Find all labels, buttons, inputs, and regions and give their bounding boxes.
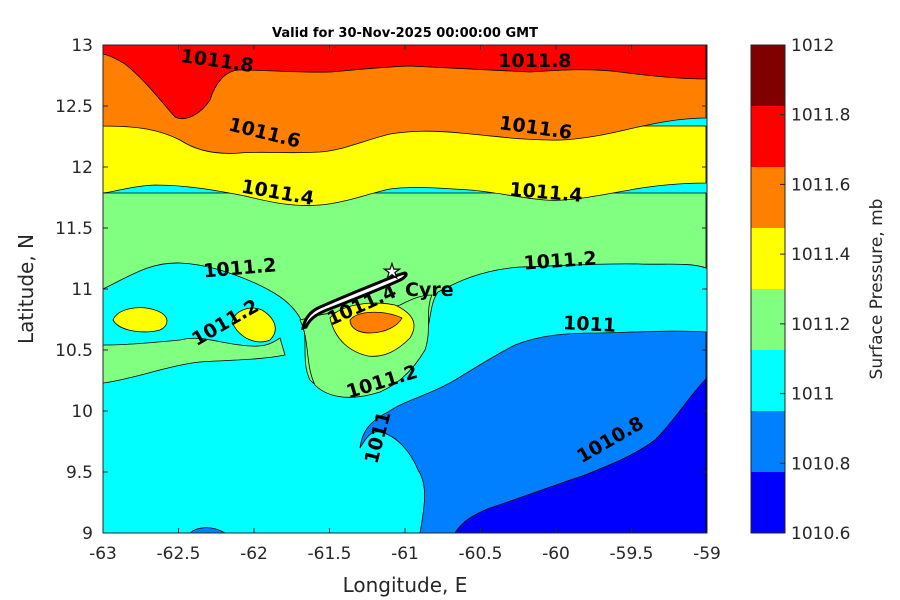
- band-orange-island: [349, 311, 403, 334]
- y-tick-label: 9: [82, 524, 93, 544]
- colorbar-tick-label: 1011.2: [791, 315, 850, 335]
- island-outline: [301, 271, 408, 331]
- colorbar-frame: [750, 44, 786, 534]
- band-1010-6-blue: [454, 378, 707, 533]
- colorbar-tick-label: 1011.6: [791, 175, 850, 195]
- x-axis-ticks: -63 -62.5 -62 -61.5 -61 -60.5 -60 -59.5 -59: [89, 45, 721, 564]
- colorbar-swatch: [751, 350, 785, 411]
- colorbar-tick-label: 1012: [791, 36, 834, 56]
- band-yellow-pocket-west: [112, 307, 168, 333]
- x-tick-label: -62: [240, 544, 268, 564]
- y-tick-label: 10: [71, 402, 93, 422]
- x-tick-label: -59: [693, 544, 721, 564]
- band-yellow-pocket-mid: [231, 307, 276, 343]
- y-axis-label: Latitude, N: [14, 234, 38, 344]
- x-tick-label: -59.5: [610, 544, 654, 564]
- x-tick-label: -62.5: [157, 544, 201, 564]
- colorbar-label: Surface Pressure, mb: [867, 199, 887, 380]
- y-axis-ticks: 13 12.5 12 11.5 11 10.5 10 9.5 9: [55, 36, 707, 544]
- x-tick-label: -61: [391, 544, 419, 564]
- location-name: Cyre: [405, 279, 454, 301]
- colorbar-tick-label: 1011: [791, 385, 834, 405]
- y-tick-label: 13: [71, 36, 93, 56]
- colorbar-tick-label: 1010.8: [791, 454, 850, 474]
- x-axis-label: Longitude, E: [343, 573, 468, 597]
- colorbar-swatch: [751, 45, 785, 106]
- colorbar: 1012 1011.8 1011.6 1011.4 1011.2 1011 1010.8 10…: [750, 36, 850, 544]
- band-green-pocket-west: [103, 337, 286, 384]
- x-tick-label: -60.5: [459, 544, 503, 564]
- y-tick-label: 12.5: [55, 97, 93, 117]
- colorbar-swatch: [751, 106, 785, 167]
- x-tick-label: -63: [89, 544, 117, 564]
- x-tick-label: -61.5: [308, 544, 352, 564]
- location-star-icon: ★: [383, 259, 401, 283]
- colorbar-tick-label: 1010.6: [791, 524, 850, 544]
- y-tick-label: 11: [71, 280, 93, 300]
- contour-label: 1011: [563, 312, 617, 337]
- colorbar-swatch: [751, 289, 785, 350]
- colorbar-tick-label: 1011.4: [791, 245, 850, 265]
- band-1011-6-orange: [103, 45, 707, 154]
- plot-area: [103, 45, 707, 533]
- y-tick-label: 10.5: [55, 341, 93, 361]
- y-tick-label: 9.5: [66, 463, 93, 483]
- colorbar-tick-label: 1011.8: [791, 106, 850, 126]
- band-1011-8-red: [103, 45, 707, 119]
- y-tick-label: 12: [71, 158, 93, 178]
- x-tick-label: -60: [542, 544, 570, 564]
- colorbar-swatch: [751, 167, 785, 228]
- chart-title: Valid for 30-Nov-2025 00:00:00 GMT: [272, 26, 538, 41]
- colorbar-swatch: [751, 472, 785, 533]
- y-tick-label: 11.5: [55, 219, 93, 239]
- contour-label: 1011.8: [498, 50, 571, 72]
- colorbar-swatch: [751, 228, 785, 289]
- colorbar-swatch: [751, 411, 785, 472]
- contour-label: 1011.2: [523, 248, 598, 275]
